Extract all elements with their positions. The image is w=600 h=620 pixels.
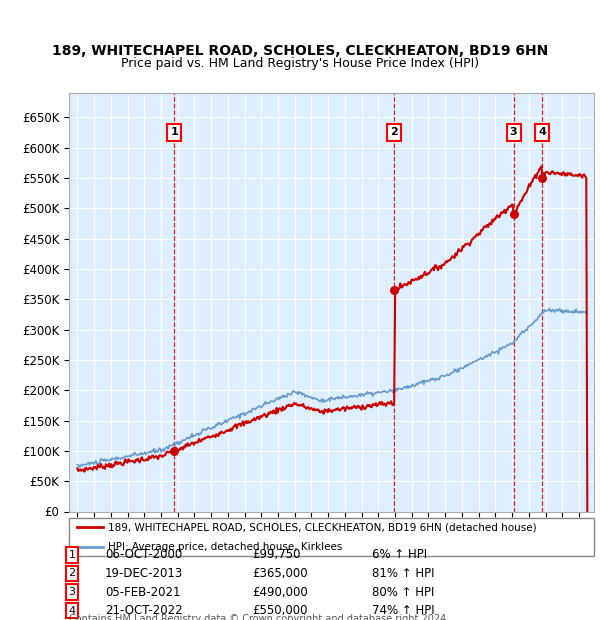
- Text: 05-FEB-2021: 05-FEB-2021: [105, 586, 181, 598]
- Text: £99,750: £99,750: [252, 549, 301, 561]
- Text: 189, WHITECHAPEL ROAD, SCHOLES, CLECKHEATON, BD19 6HN: 189, WHITECHAPEL ROAD, SCHOLES, CLECKHEA…: [52, 44, 548, 58]
- Text: 4: 4: [538, 128, 546, 138]
- Text: 3: 3: [68, 587, 76, 597]
- Text: 3: 3: [510, 128, 517, 138]
- Text: 81% ↑ HPI: 81% ↑ HPI: [372, 567, 434, 580]
- Text: 6% ↑ HPI: 6% ↑ HPI: [372, 549, 427, 561]
- Text: HPI: Average price, detached house, Kirklees: HPI: Average price, detached house, Kirk…: [109, 541, 343, 552]
- Text: 74% ↑ HPI: 74% ↑ HPI: [372, 604, 434, 617]
- Text: 1: 1: [68, 550, 76, 560]
- Text: 1: 1: [170, 128, 178, 138]
- Text: 06-OCT-2000: 06-OCT-2000: [105, 549, 182, 561]
- Text: Contains HM Land Registry data © Crown copyright and database right 2024.: Contains HM Land Registry data © Crown c…: [69, 614, 449, 620]
- Text: 19-DEC-2013: 19-DEC-2013: [105, 567, 183, 580]
- Text: 4: 4: [68, 606, 76, 616]
- Text: £365,000: £365,000: [252, 567, 308, 580]
- Text: 21-OCT-2022: 21-OCT-2022: [105, 604, 182, 617]
- Text: 80% ↑ HPI: 80% ↑ HPI: [372, 586, 434, 598]
- Text: 2: 2: [68, 569, 76, 578]
- Text: £550,000: £550,000: [252, 604, 308, 617]
- Text: £490,000: £490,000: [252, 586, 308, 598]
- FancyBboxPatch shape: [69, 518, 594, 556]
- Text: Price paid vs. HM Land Registry's House Price Index (HPI): Price paid vs. HM Land Registry's House …: [121, 57, 479, 69]
- Text: 189, WHITECHAPEL ROAD, SCHOLES, CLECKHEATON, BD19 6HN (detached house): 189, WHITECHAPEL ROAD, SCHOLES, CLECKHEA…: [109, 522, 537, 533]
- Text: 2: 2: [391, 128, 398, 138]
